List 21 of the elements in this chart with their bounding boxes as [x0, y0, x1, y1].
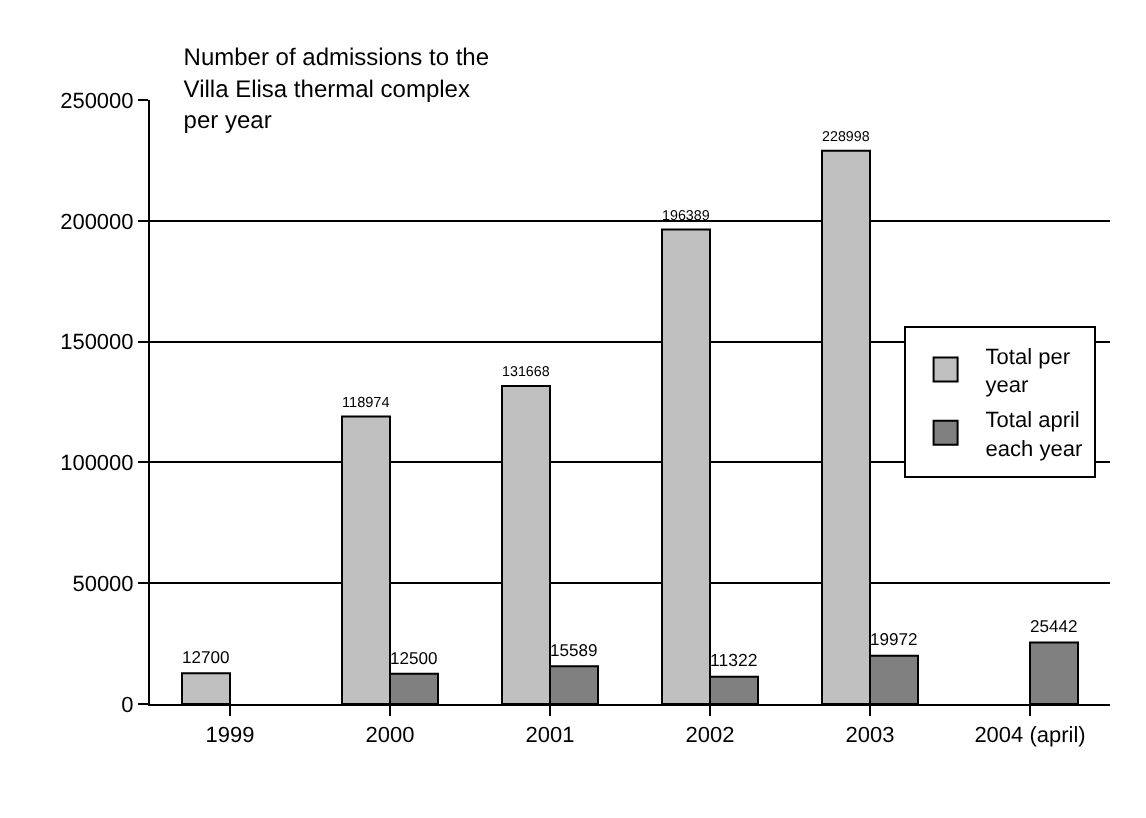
x-tick-label: 2004 (april) [974, 724, 1086, 749]
y-tick-label: 250000 [60, 89, 134, 114]
y-tick-label: 0 [121, 693, 134, 718]
x-tick-label: 1999 [205, 724, 255, 749]
data-label: 11322 [710, 650, 758, 671]
y-tick-label: 200000 [60, 210, 134, 235]
chart-title: Number of admissions to the Villa Elisa thermal complex per year [183, 43, 490, 134]
data-label: 12700 [182, 647, 230, 668]
legend-label: Total april each year [985, 409, 1083, 462]
x-tick-label: 2002 [685, 724, 735, 749]
legend-label: Total per year [985, 345, 1071, 399]
x-tick-label: 2000 [365, 724, 415, 749]
data-label: 12500 [390, 647, 438, 668]
y-tick-label: 50000 [72, 572, 134, 597]
y-tick-label: 150000 [60, 331, 134, 356]
x-tick-label: 2003 [845, 724, 895, 749]
data-label: 25442 [1030, 616, 1078, 637]
y-tick-label: 100000 [60, 452, 134, 477]
data-label: 15589 [550, 640, 598, 661]
x-tick-label: 2001 [525, 724, 575, 749]
data-label: 19972 [870, 629, 918, 650]
